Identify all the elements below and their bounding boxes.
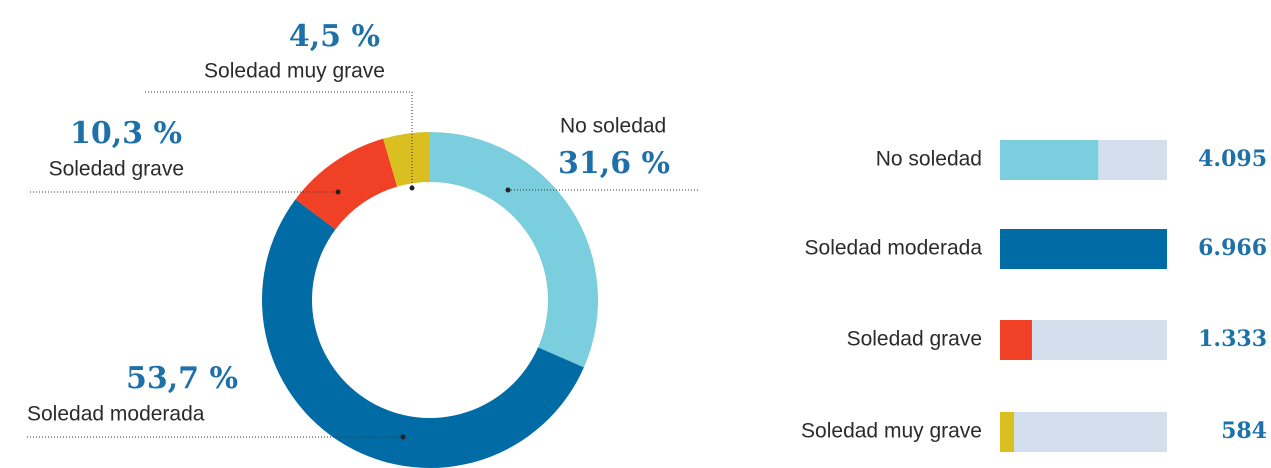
donut-slice <box>295 138 398 230</box>
slice-value-label: 4,5 % <box>289 19 380 54</box>
bar <box>1000 320 1032 360</box>
donut-slice <box>430 132 598 368</box>
slice-category-label: Soledad moderada <box>27 403 205 426</box>
donut-slice <box>383 132 430 187</box>
bar-category-label: Soledad grave <box>847 328 982 351</box>
bar-track <box>1000 412 1167 452</box>
leader-dot <box>505 187 511 193</box>
slice-value-label: 10,3 % <box>70 116 182 151</box>
bar-category-label: No soledad <box>876 148 982 171</box>
leader-dot <box>409 185 415 191</box>
bar <box>1000 140 1099 180</box>
slice-category-label: Soledad muy grave <box>204 60 385 83</box>
slice-category-label: No soledad <box>560 115 666 138</box>
donut-slice <box>262 199 584 468</box>
bar-value-label: 584 <box>1221 418 1267 444</box>
bar-value-label: 4.095 <box>1198 146 1267 172</box>
bar-value-label: 6.966 <box>1198 235 1267 261</box>
bar-category-label: Soledad muy grave <box>801 420 982 443</box>
leader-line <box>145 91 413 188</box>
bar <box>1000 412 1015 452</box>
leader-dot <box>400 434 406 440</box>
bar <box>1000 229 1167 269</box>
bar-category-label: Soledad moderada <box>805 237 983 260</box>
slice-category-label: Soledad grave <box>49 158 184 181</box>
leader-dot <box>335 189 341 195</box>
slice-value-label: 53,7 % <box>126 361 238 396</box>
bar-value-label: 1.333 <box>1198 326 1267 352</box>
slice-value-label: 31,6 % <box>558 146 670 181</box>
